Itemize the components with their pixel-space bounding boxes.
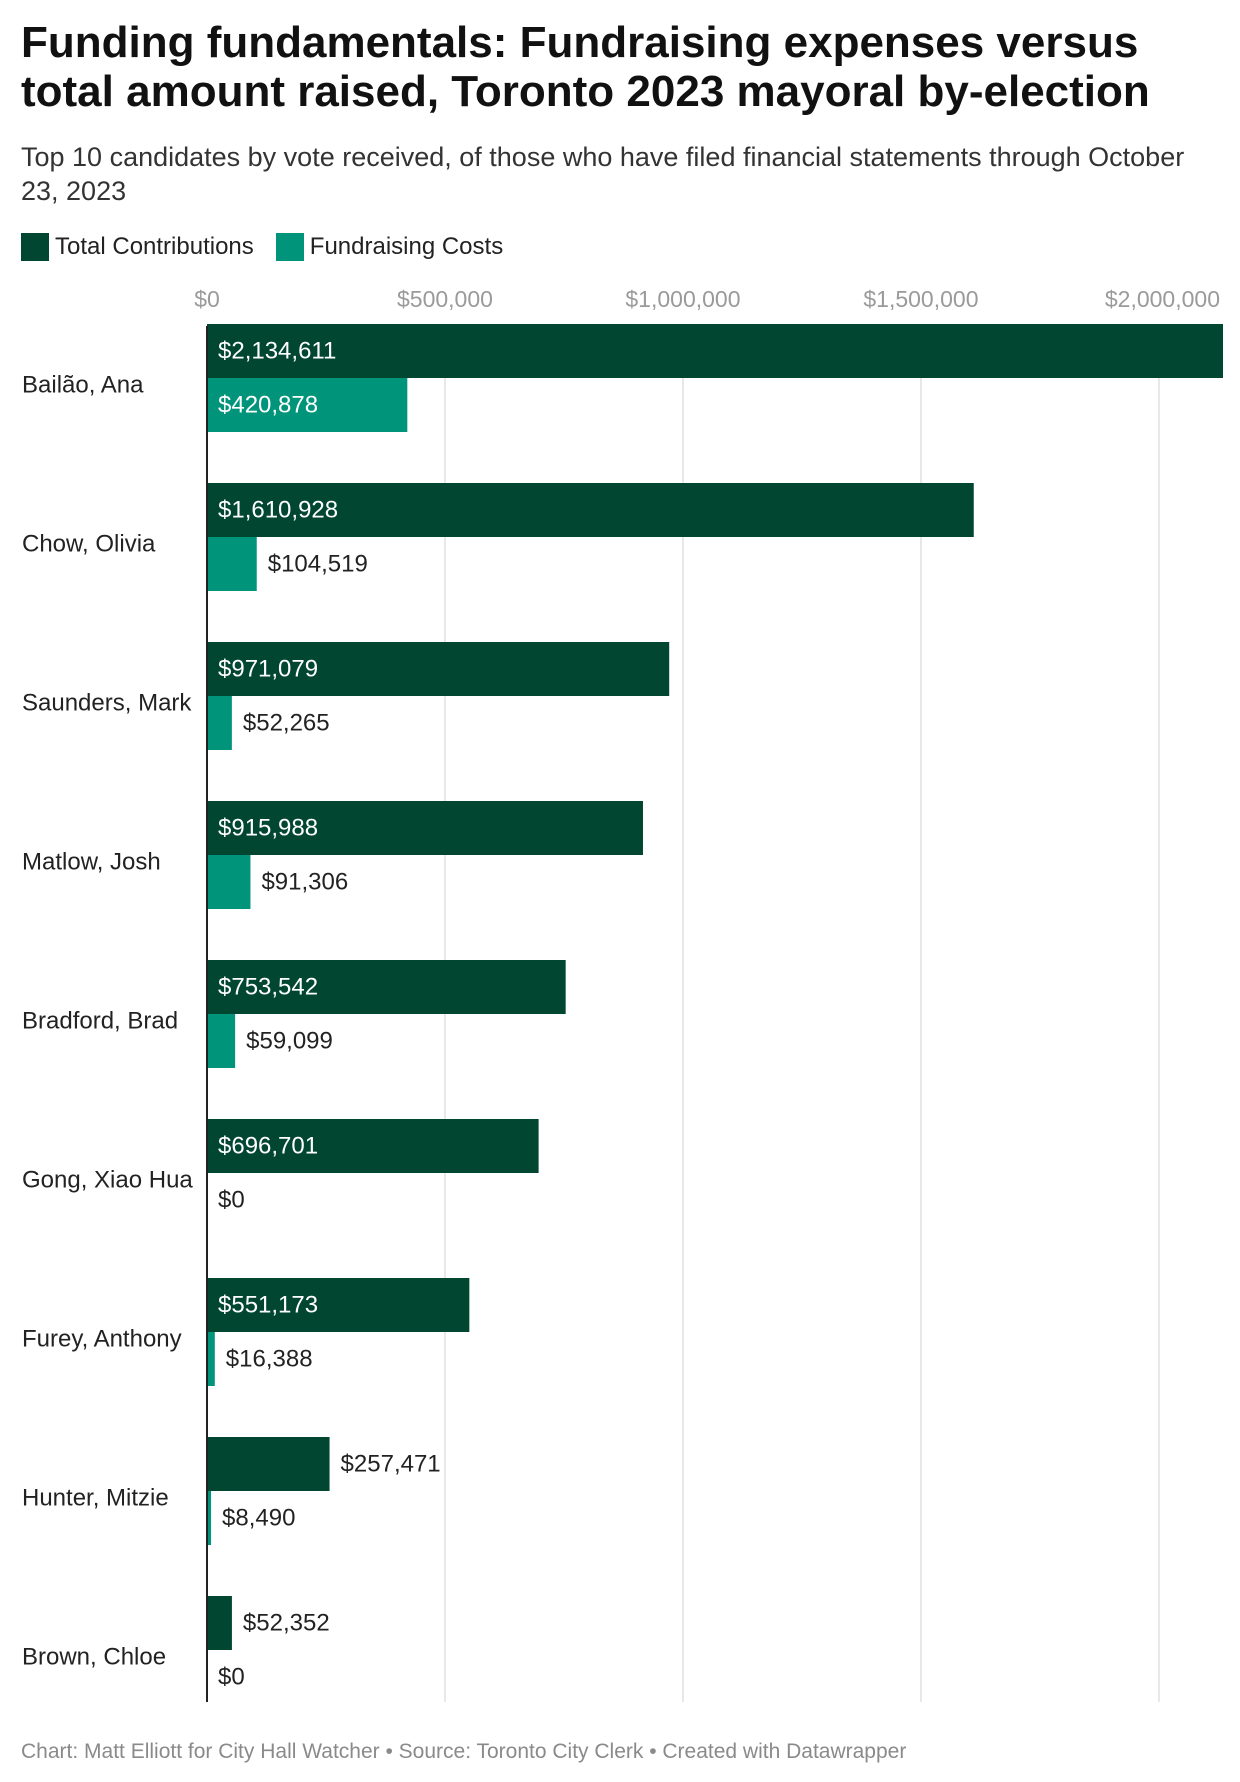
category-label-bail-o-ana: Bailão, Ana: [22, 371, 144, 398]
data-label-total-contributions-chow-olivia: $1,610,928: [218, 496, 338, 523]
bar-total-contributions-bradford-brad: [207, 960, 566, 1014]
legend-swatch-total-contributions: [21, 233, 49, 261]
bar-total-contributions-bail-o-ana: [207, 324, 1223, 378]
bar-fundraising-costs-furey-anthony: [207, 1332, 215, 1386]
data-label-total-contributions-furey-anthony: $551,173: [218, 1291, 318, 1318]
data-label-fundraising-costs-gong-xiao-hua: $0: [218, 1186, 245, 1213]
bar-fundraising-costs-chow-olivia: [207, 537, 257, 591]
category-label-matlow-josh: Matlow, Josh: [22, 848, 161, 875]
category-label-brown-chloe: Brown, Chloe: [22, 1643, 166, 1670]
chart-subtitle: Top 10 candidates by vote received, of t…: [21, 142, 1185, 206]
data-label-fundraising-costs-brown-chloe: $0: [218, 1663, 245, 1690]
legend-swatch-fundraising-costs: [275, 233, 304, 261]
x-tick-label-1: $500,000: [397, 286, 493, 312]
bar-fundraising-costs-bradford-brad: [207, 1014, 236, 1068]
category-label-chow-olivia: Chow, Olivia: [22, 530, 156, 557]
data-label-fundraising-costs-hunter-mitzie: $8,490: [222, 1504, 295, 1531]
data-label-fundraising-costs-bradford-brad: $59,099: [246, 1027, 333, 1054]
category-label-saunders-mark: Saunders, Mark: [22, 689, 192, 716]
data-label-fundraising-costs-matlow-josh: $91,306: [261, 868, 348, 895]
data-label-total-contributions-saunders-mark: $971,079: [218, 655, 318, 682]
chart-legend: Total Contributions Fundraising Costs: [21, 232, 525, 262]
legend-label-total-contributions: Total Contributions: [55, 233, 254, 260]
data-label-fundraising-costs-furey-anthony: $16,388: [226, 1345, 313, 1372]
data-label-total-contributions-hunter-mitzie: $257,471: [341, 1450, 441, 1477]
bar-fundraising-costs-saunders-mark: [207, 696, 232, 750]
bar-fundraising-costs-matlow-josh: [207, 855, 251, 909]
chart-title: Funding fundamentals: Fundraising expens…: [21, 18, 1150, 116]
data-label-total-contributions-gong-xiao-hua: $696,701: [218, 1132, 318, 1159]
legend-item-fundraising-costs: Fundraising Costs: [275, 233, 504, 261]
data-label-fundraising-costs-bail-o-ana: $420,878: [218, 391, 318, 418]
data-label-total-contributions-matlow-josh: $915,988: [218, 814, 318, 841]
bar-fundraising-costs-hunter-mitzie: [207, 1491, 212, 1545]
x-tick-label-3: $1,500,000: [863, 286, 978, 312]
category-label-gong-xiao-hua: Gong, Xiao Hua: [22, 1166, 193, 1193]
bar-total-contributions-matlow-josh: [207, 801, 643, 855]
data-label-total-contributions-brown-chloe: $52,352: [243, 1609, 330, 1636]
x-tick-label-0: $0: [194, 286, 220, 312]
bar-total-contributions-hunter-mitzie: [207, 1437, 330, 1491]
legend-item-total-contributions: Total Contributions: [21, 233, 254, 261]
data-label-fundraising-costs-chow-olivia: $104,519: [268, 550, 368, 577]
category-label-furey-anthony: Furey, Anthony: [22, 1325, 182, 1352]
data-label-fundraising-costs-saunders-mark: $52,265: [243, 709, 330, 736]
bar-total-contributions-furey-anthony: [207, 1278, 470, 1332]
bar-total-contributions-saunders-mark: [207, 642, 670, 696]
bar-total-contributions-chow-olivia: [207, 483, 974, 537]
data-label-total-contributions-bail-o-ana: $2,134,611: [218, 337, 336, 364]
bar-total-contributions-gong-xiao-hua: [207, 1119, 539, 1173]
category-label-hunter-mitzie: Hunter, Mitzie: [22, 1484, 169, 1511]
x-tick-label-2: $1,000,000: [625, 286, 740, 312]
legend-label-fundraising-costs: Fundraising Costs: [309, 233, 504, 260]
chart-footer: Chart: Matt Elliott for City Hall Watche…: [21, 1740, 907, 1763]
data-label-total-contributions-bradford-brad: $753,542: [218, 973, 318, 1000]
category-label-bradford-brad: Bradford, Brad: [22, 1007, 178, 1034]
x-tick-label-4: $2,000,000: [1105, 286, 1220, 312]
bar-total-contributions-brown-chloe: [207, 1596, 232, 1650]
bar-chart: $0 $500,000 $1,000,000 $1,500,000 $2,000,000…: [22, 286, 1223, 1702]
bar-fundraising-costs-bail-o-ana: [207, 378, 408, 432]
